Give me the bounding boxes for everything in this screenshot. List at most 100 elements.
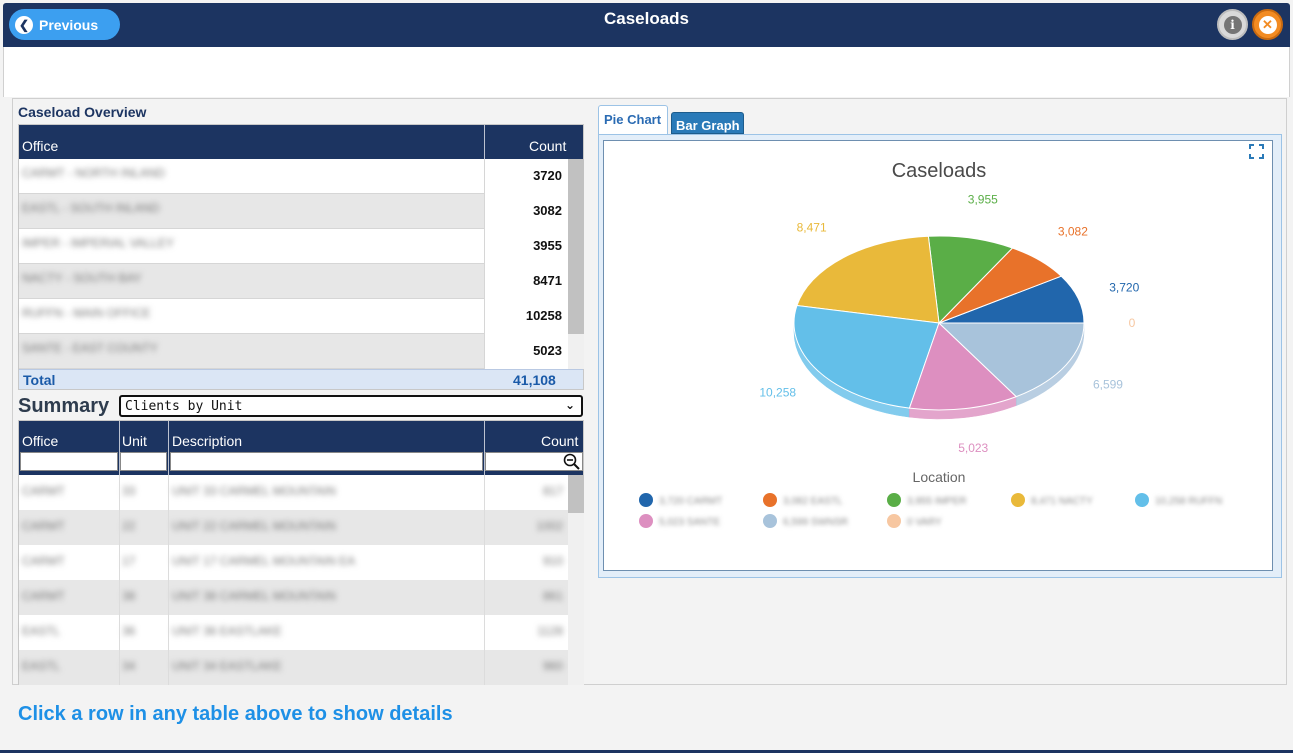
legend-label: 0 VARY (907, 517, 942, 528)
total-value: 41,108 (513, 372, 556, 388)
legend-item[interactable]: 8,471 NACTY (1011, 493, 1093, 507)
description-cell: UNIT 36 EASTLAKE (172, 624, 282, 638)
count-cell: 3955 (484, 229, 568, 264)
table-row[interactable]: SANTE - EAST COUNTY 5023 (19, 334, 568, 369)
table-row[interactable]: CARMT 38 UNIT 38 CARMEL MOUNTAIN 861 (19, 580, 568, 615)
pie-slice-label: 6,599 (1093, 377, 1123, 391)
column-unit[interactable]: Unit (122, 433, 147, 449)
column-office[interactable]: Office (22, 433, 59, 449)
legend-marker (639, 514, 653, 528)
column-office[interactable]: Office (22, 138, 59, 154)
column-description[interactable]: Description (172, 433, 243, 449)
office-cell: IMPER - IMPERIAL VALLEY (22, 236, 175, 250)
office-cell: EASTL (22, 659, 61, 673)
overview-scrollbar[interactable] (568, 159, 584, 369)
overview-title: Caseload Overview (18, 104, 147, 120)
office-cell: CARMT (22, 519, 65, 533)
count-cell: 3082 (484, 194, 568, 229)
office-cell: SANTE - EAST COUNTY (22, 341, 158, 355)
pie-slice[interactable] (927, 235, 1014, 325)
table-row[interactable]: CARMT 22 UNIT 22 CARMEL MOUNTAIN 1002 (19, 510, 568, 545)
count-cell: 8471 (484, 264, 568, 299)
legend-marker (763, 493, 777, 507)
summary-scroll-thumb[interactable] (568, 475, 584, 513)
toolbar-area (3, 47, 1290, 97)
pie-chart: Caseloads 3,720 3,082 3,955 8,471 10,258 5,023… (639, 160, 1222, 528)
legend-item[interactable]: 5,023 SANTE (639, 514, 720, 528)
table-row[interactable]: CARMT 17 UNIT 17 CARMEL MOUNTAIN EA 910 (19, 545, 568, 580)
pie-slice-label: 3,955 (968, 192, 998, 206)
table-row[interactable]: EASTL - SOUTH INLAND 3082 (19, 194, 568, 229)
office-cell: CARMT - NORTH INLAND (22, 166, 165, 180)
description-cell: UNIT 34 EASTLAKE (172, 659, 282, 673)
close-icon: ✕ (1258, 15, 1277, 34)
filter-unit-input[interactable] (120, 452, 167, 471)
table-row[interactable]: EASTL 36 UNIT 36 EASTLAKE 1128 (19, 615, 568, 650)
bottom-border (0, 750, 1293, 753)
table-row[interactable]: IMPER - IMPERIAL VALLEY 3955 (19, 229, 568, 264)
close-button[interactable]: ✕ (1252, 9, 1283, 40)
summary-scrollbar[interactable] (568, 475, 584, 685)
table-row[interactable]: CARMT - NORTH INLAND 3720 (19, 159, 568, 194)
description-cell: UNIT 33 CARMEL MOUNTAIN (172, 484, 336, 498)
overview-header: Office Count (19, 125, 583, 159)
legend-item[interactable]: 3,720 CARMT (639, 493, 722, 507)
office-cell: RUFFN - MAIN OFFICE (22, 306, 151, 320)
count-cell: 817 (542, 484, 563, 498)
overview-scroll-thumb[interactable] (568, 159, 584, 334)
office-cell: NACTY - SOUTH BAY (22, 271, 142, 285)
count-cell: 10258 (484, 299, 568, 334)
table-row[interactable]: NACTY - SOUTH BAY 8471 (19, 264, 568, 299)
table-row[interactable]: CARMT 33 UNIT 33 CARMEL MOUNTAIN 817 (19, 475, 568, 510)
zoom-out-icon[interactable] (563, 453, 581, 471)
description-cell: UNIT 22 CARMEL MOUNTAIN (172, 519, 336, 533)
legend-item[interactable]: 10,258 RUFFN (1135, 493, 1222, 507)
legend-item[interactable]: 0 VARY (887, 514, 942, 528)
pie-slice[interactable] (908, 322, 1018, 411)
total-row: Total 41,108 (19, 369, 583, 389)
previous-button[interactable]: ❮ Previous (9, 9, 120, 40)
pie-slice[interactable] (793, 304, 940, 409)
page-title: Caseloads (603, 9, 690, 28)
office-cell: CARMT (22, 484, 65, 498)
pie-slice[interactable] (938, 275, 1085, 324)
unit-cell: 17 (122, 554, 136, 568)
legend-marker (887, 514, 901, 528)
footer-hint: Click a row in any table above to show d… (18, 703, 453, 725)
legend-item[interactable]: 3,955 IMPER (887, 493, 966, 507)
legend-marker (1011, 493, 1025, 507)
pie-slice-label: 3,720 (1109, 280, 1139, 294)
overview-table: Office Count CARMT - NORTH INLAND 3720 EAS… (18, 124, 584, 390)
office-cell: CARMT (22, 589, 65, 603)
filter-office-input[interactable] (20, 452, 118, 471)
legend-item[interactable]: 3,082 EASTL (763, 493, 843, 507)
legend-title: Location (913, 469, 966, 485)
legend-label: 6,599 SWNSR (783, 517, 848, 528)
info-icon: i (1223, 15, 1242, 34)
office-cell: EASTL (22, 624, 61, 638)
filter-count-input[interactable] (485, 452, 583, 471)
legend-label: 3,720 CARMT (659, 496, 722, 507)
tab-bar-graph[interactable]: Bar Graph (671, 112, 744, 134)
column-count[interactable]: Count (541, 433, 579, 449)
legend-label: 10,258 RUFFN (1155, 496, 1222, 507)
table-row[interactable]: EASTL 34 UNIT 34 EASTLAKE 960 (19, 650, 568, 685)
unit-cell: 38 (122, 589, 136, 603)
filter-description-input[interactable] (170, 452, 483, 471)
table-row[interactable]: RUFFN - MAIN OFFICE 10258 (19, 299, 568, 334)
pie-slice-label: 10,258 (759, 386, 796, 400)
chevron-down-icon: ⌄ (564, 398, 575, 412)
tab-pie-chart[interactable]: Pie Chart (598, 105, 668, 134)
column-count[interactable]: Count (529, 138, 567, 154)
legend-marker (763, 514, 777, 528)
summary-select[interactable]: Clients by Unit ⌄ (119, 395, 583, 417)
legend-label: 3,082 EASTL (783, 496, 843, 507)
pie-slice[interactable] (796, 235, 940, 324)
count-cell: 3720 (484, 159, 568, 194)
info-button[interactable]: i (1217, 9, 1248, 40)
legend-marker (639, 493, 653, 507)
count-cell: 861 (542, 589, 563, 603)
pie-slice[interactable] (937, 322, 1085, 398)
fullscreen-icon[interactable] (1249, 144, 1264, 159)
legend-item[interactable]: 6,599 SWNSR (763, 514, 848, 528)
